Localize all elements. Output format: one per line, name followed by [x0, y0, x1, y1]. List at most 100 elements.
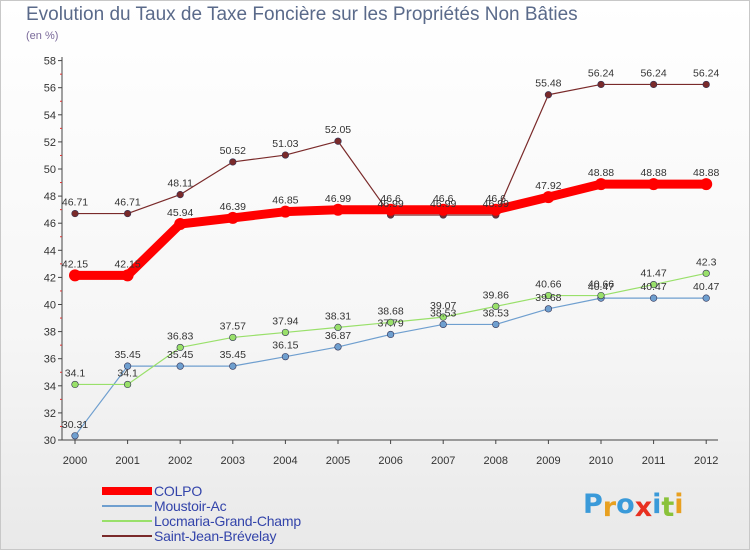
data-point	[437, 203, 450, 216]
data-label: 52.05	[325, 124, 351, 136]
logo-letter: o	[616, 489, 635, 520]
data-label: 51.03	[272, 138, 298, 150]
data-point	[489, 203, 502, 216]
data-label: 46.71	[62, 197, 88, 209]
data-point	[597, 80, 605, 89]
data-point	[387, 318, 395, 326]
logo-letter: i	[652, 489, 662, 520]
data-point	[71, 209, 79, 218]
y-tick-label: 30	[44, 435, 56, 447]
data-label: 46.99	[483, 198, 509, 210]
data-label: 46.39	[220, 201, 246, 213]
x-tick-label: 2012	[694, 455, 718, 467]
legend-swatch	[102, 487, 152, 495]
series-layer	[69, 80, 713, 440]
data-point	[226, 211, 239, 224]
x-tick-label: 2006	[378, 455, 402, 467]
data-label: 37.57	[220, 320, 246, 332]
data-label: 36.15	[272, 340, 298, 352]
data-label: 46.99	[377, 198, 403, 210]
data-point	[71, 380, 79, 389]
legend-swatch	[102, 520, 152, 522]
y-tick-label: 42	[44, 272, 56, 284]
legend-label: Saint-Jean-Brévelay	[154, 528, 277, 544]
data-point	[649, 294, 658, 302]
data-label: 37.94	[272, 315, 298, 327]
data-label: 42.15	[114, 258, 140, 270]
legend-swatch	[102, 505, 152, 507]
data-label: 46.71	[114, 197, 140, 209]
data-label: 38.53	[483, 307, 509, 319]
legend-label: Locmaria-Grand-Champ	[154, 513, 301, 529]
axes	[61, 57, 718, 441]
data-label: 46.6	[380, 193, 401, 205]
logo-letter: x	[634, 492, 653, 523]
data-label: 37.79	[377, 317, 403, 329]
x-tick-label: 2005	[326, 455, 350, 467]
data-point	[332, 203, 344, 216]
data-label: 38.53	[430, 307, 456, 319]
data-point	[649, 280, 658, 289]
data-label: 39.68	[535, 292, 561, 304]
y-tick-label: 58	[44, 56, 56, 68]
data-label: 38.31	[325, 310, 351, 322]
x-tick-label: 2008	[484, 455, 508, 467]
data-point	[702, 269, 710, 277]
data-label: 42.3	[696, 256, 717, 268]
data-point	[544, 305, 553, 313]
data-point	[69, 269, 81, 282]
data-point	[649, 80, 658, 89]
data-label: 50.52	[220, 145, 246, 157]
data-label: 40.66	[535, 279, 561, 291]
data-label: 55.48	[535, 78, 561, 90]
y-axis-ticks: 30 32 34 36 38 40 42 44 46 48 50 52 54 56 58	[44, 56, 62, 447]
y-tick-label: 38	[44, 327, 56, 339]
x-tick-label: 2003	[221, 455, 245, 467]
data-point	[281, 328, 290, 337]
y-tick-label: 54	[44, 110, 56, 122]
data-label: 36.87	[325, 330, 351, 342]
data-point	[229, 333, 237, 342]
logo-letter: t	[661, 492, 675, 523]
x-tick-label: 2007	[431, 455, 455, 467]
data-label: 56.24	[693, 67, 719, 79]
x-tick-label: 2011	[642, 455, 666, 467]
data-label: 34.1	[117, 367, 138, 379]
data-label: 40.47	[588, 281, 614, 293]
data-point	[384, 203, 397, 216]
data-point	[542, 191, 555, 204]
y-tick-label: 46	[44, 218, 56, 230]
data-point	[439, 320, 447, 329]
x-tick-label: 2002	[168, 455, 192, 467]
data-label: 39.07	[430, 300, 456, 312]
data-label: 46.99	[430, 198, 456, 210]
data-label: 42.15	[62, 258, 88, 270]
data-label: 41.47	[640, 268, 666, 280]
data-point	[595, 178, 607, 191]
data-point	[174, 218, 187, 231]
chart-title: Evolution du Taux de Taxe Foncière sur l…	[26, 4, 578, 25]
data-point	[123, 362, 132, 370]
data-label: 35.45	[220, 349, 246, 361]
data-label: 48.88	[640, 167, 666, 179]
x-axis-ticks: 2000 2001 2002 2003 2004 2005 2006 2007 2008 2009…	[63, 440, 718, 467]
legend-swatch	[102, 535, 152, 537]
data-label: 46.99	[325, 193, 351, 205]
data-label: 48.88	[588, 167, 614, 179]
x-tick-label: 2010	[589, 455, 613, 467]
data-label: 46.85	[272, 195, 298, 207]
logo-letter: i	[674, 489, 684, 520]
data-point	[387, 330, 395, 339]
data-point	[229, 362, 237, 370]
y-tick-label: 56	[44, 83, 56, 95]
x-tick-label: 2000	[63, 455, 87, 467]
data-label: 46.6	[486, 193, 507, 205]
data-point	[334, 343, 342, 351]
data-point	[647, 178, 660, 191]
data-label: 45.94	[167, 207, 193, 219]
data-label: 30.31	[62, 419, 88, 431]
data-label: 38.68	[377, 305, 403, 317]
data-point	[492, 302, 500, 310]
